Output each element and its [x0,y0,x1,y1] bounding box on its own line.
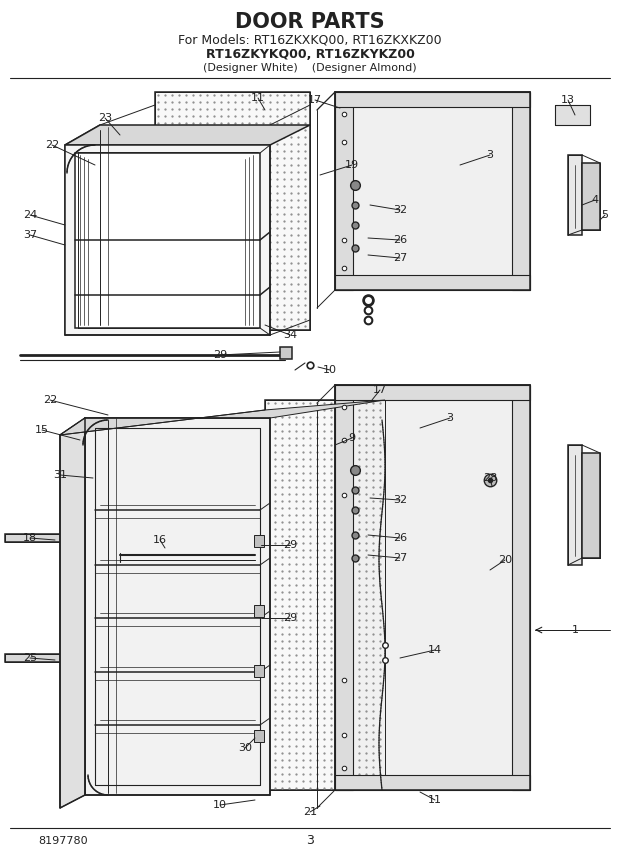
Text: 26: 26 [393,533,407,543]
Polygon shape [5,654,85,662]
Text: 14: 14 [428,645,442,655]
Text: For Models: RT16ZKXKQ00, RT16ZKXKZ00: For Models: RT16ZKXKQ00, RT16ZKXKZ00 [178,33,442,46]
Text: RT16ZKYKQ00, RT16ZKYKZ00: RT16ZKYKQ00, RT16ZKYKZ00 [206,47,414,61]
Polygon shape [65,125,310,145]
Text: 16: 16 [153,535,167,545]
Polygon shape [85,418,270,795]
Polygon shape [582,163,600,230]
Text: 29: 29 [283,613,297,623]
Polygon shape [65,145,270,335]
Text: 8197780: 8197780 [38,836,87,846]
Polygon shape [65,125,100,335]
Polygon shape [60,418,85,808]
Polygon shape [335,92,353,290]
Text: 22: 22 [45,140,59,150]
Text: 37: 37 [23,230,37,240]
Text: 17: 17 [373,385,387,395]
Text: 29: 29 [213,350,227,360]
Polygon shape [254,605,264,617]
Text: 25: 25 [23,653,37,663]
Polygon shape [5,534,85,542]
Polygon shape [254,535,264,547]
Text: 18: 18 [23,533,37,543]
Polygon shape [335,92,530,107]
Polygon shape [512,92,530,290]
Text: 30: 30 [238,743,252,753]
Polygon shape [265,400,385,790]
Polygon shape [582,453,600,558]
Polygon shape [555,105,590,125]
Text: 27: 27 [393,253,407,263]
Polygon shape [254,730,264,742]
Text: 4: 4 [591,195,598,205]
Text: 29: 29 [283,540,297,550]
Text: 17: 17 [308,95,322,105]
Text: 13: 13 [561,95,575,105]
Text: 19: 19 [345,160,359,170]
Text: 24: 24 [23,210,37,220]
Text: 3: 3 [306,835,314,847]
Text: 11: 11 [251,93,265,103]
Text: 15: 15 [35,425,49,435]
Text: 32: 32 [393,205,407,215]
Polygon shape [335,92,530,290]
Text: 5: 5 [601,210,608,220]
Text: 1: 1 [572,625,578,635]
Text: 10: 10 [213,800,227,810]
Polygon shape [568,445,582,565]
Text: 32: 32 [393,495,407,505]
Text: 21: 21 [303,807,317,817]
Text: 22: 22 [43,395,57,405]
Polygon shape [568,155,582,235]
Polygon shape [75,153,260,328]
Polygon shape [280,347,292,359]
Text: 34: 34 [283,330,297,340]
Text: 23: 23 [98,113,112,123]
Polygon shape [60,400,385,435]
Polygon shape [335,385,530,790]
Text: (Designer White)    (Designer Almond): (Designer White) (Designer Almond) [203,63,417,73]
Polygon shape [512,385,530,790]
Text: 27: 27 [393,553,407,563]
Text: 9: 9 [348,433,355,443]
Polygon shape [335,775,530,790]
Polygon shape [335,275,530,290]
Polygon shape [335,385,353,790]
Text: 28: 28 [483,473,497,483]
Text: DOOR PARTS: DOOR PARTS [235,12,385,32]
Text: 11: 11 [428,795,442,805]
Text: 31: 31 [53,470,67,480]
Polygon shape [335,385,530,400]
Text: 3: 3 [446,413,453,423]
Text: 20: 20 [498,555,512,565]
Text: 3: 3 [487,150,494,160]
Text: 10: 10 [323,365,337,375]
Polygon shape [254,665,264,677]
Polygon shape [155,92,310,330]
Text: 26: 26 [393,235,407,245]
